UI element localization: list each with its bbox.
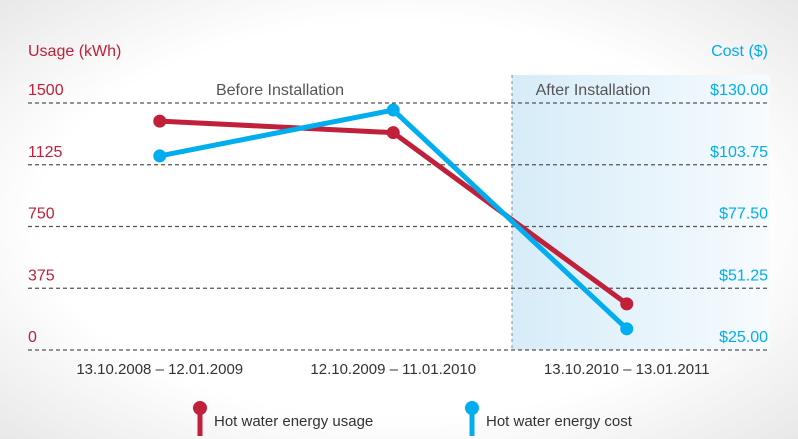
data-point (153, 114, 167, 128)
y-tick-label: 1500 (28, 82, 64, 99)
legend-label: Hot water energy usage (214, 413, 373, 430)
y2-tick-label: $77.50 (719, 206, 768, 223)
y2-tick-label: $25.00 (719, 329, 768, 346)
data-point (620, 297, 634, 311)
y2-tick-label: $130.00 (710, 82, 768, 99)
y-axis-label: Usage (kWh) (28, 43, 121, 60)
data-point (153, 149, 167, 163)
y2-axis-label: Cost ($) (711, 43, 768, 60)
y-tick-label: 1125 (28, 144, 63, 161)
y-tick-label: 0 (28, 329, 37, 346)
after-region (512, 75, 770, 350)
data-point (386, 103, 400, 117)
y2-tick-label: $103.75 (710, 144, 768, 161)
legend-marker (465, 401, 479, 415)
legend-marker (193, 401, 207, 415)
annotation: After Installation (536, 82, 651, 99)
x-tick-label: 13.10.2008 – 12.01.2009 (76, 361, 243, 378)
x-tick-label: 12.10.2009 – 11.01.2010 (310, 361, 476, 378)
legend-label: Hot water energy cost (486, 413, 633, 430)
data-point (620, 322, 634, 336)
y2-tick-label: $51.25 (719, 267, 768, 284)
data-point (386, 126, 400, 140)
y-tick-label: 375 (28, 267, 55, 284)
y-tick-label: 750 (28, 206, 55, 223)
x-tick-label: 13.10.2010 – 13.01.2011 (544, 361, 710, 378)
annotation: Before Installation (216, 82, 344, 99)
